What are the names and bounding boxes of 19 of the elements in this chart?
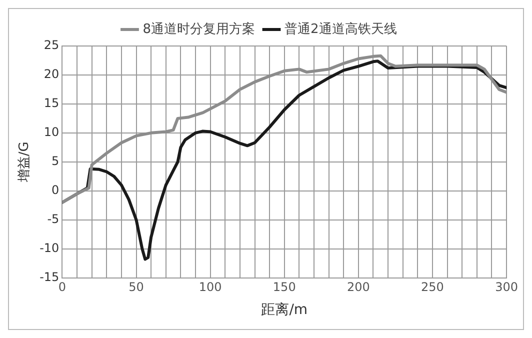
x-tick-label: 100	[198, 280, 222, 294]
y-tick-label: 25	[44, 38, 60, 52]
x-tick-label: 300	[495, 280, 518, 294]
y-tick-label: 20	[44, 67, 60, 82]
y-axis-title: 增益/G	[17, 142, 32, 184]
x-tick-label: 150	[272, 280, 296, 294]
x-axis-title: 距离/m	[261, 302, 308, 318]
y-tick-label: 10	[44, 125, 60, 140]
y-tick-label: -15	[40, 270, 60, 284]
y-tick-label: -5	[47, 212, 60, 226]
legend-label: 普通2通道高铁天线	[284, 20, 397, 37]
y-tick-label: 15	[44, 96, 60, 110]
y-tick-label: 0	[52, 183, 60, 197]
x-tick-label: 200	[346, 280, 370, 294]
y-tick-label: -10	[40, 240, 60, 255]
legend-label: 8通道时分复用方案	[142, 20, 256, 37]
x-tick-label: 50	[128, 280, 144, 294]
x-tick-label: 250	[421, 280, 444, 294]
y-tick-label: 5	[52, 154, 60, 168]
